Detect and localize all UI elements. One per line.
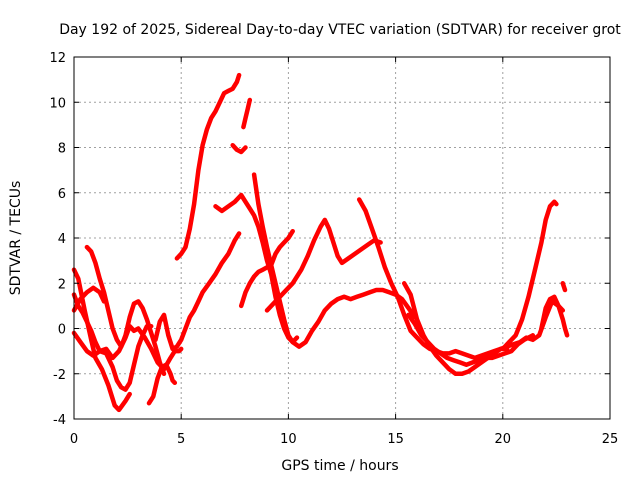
y-tick-label: 4 [58, 232, 66, 247]
y-tick-label: -4 [53, 413, 66, 428]
series-arc-12 [238, 228, 295, 309]
series-arc-6 [146, 362, 178, 406]
y-tick-label: 8 [58, 142, 66, 157]
series-arc-19 [539, 294, 570, 338]
x-tick-label: 10 [280, 432, 297, 447]
x-tick-label: 20 [495, 432, 512, 447]
series-arc-3 [71, 292, 154, 392]
y-tick-label: -2 [53, 368, 66, 383]
series-arc-2 [71, 323, 184, 372]
series-arc-5 [71, 285, 107, 313]
chart-title: Day 192 of 2025, Sidereal Day-to-day VTE… [59, 22, 621, 38]
x-axis-ticks: 0 5 10 15 20 25 [70, 57, 618, 447]
y-axis-ticks: -4 -2 0 2 4 6 8 10 12 [49, 51, 610, 428]
y-tick-label: 2 [58, 277, 66, 292]
x-tick-label: 25 [602, 432, 619, 447]
series-arc-10 [241, 97, 253, 130]
series-arc-7 [153, 231, 242, 352]
series-arc-13 [251, 172, 418, 349]
y-tick-label: 6 [58, 187, 66, 202]
grid-lines [74, 57, 610, 419]
x-tick-label: 0 [70, 432, 78, 447]
y-tick-label: 10 [49, 96, 66, 111]
series-arc-9 [230, 142, 248, 155]
x-axis-label: GPS time / hours [281, 458, 398, 474]
series-arc-15 [356, 197, 510, 361]
data-series [71, 72, 570, 413]
series-arc-17 [406, 312, 536, 367]
x-tick-label: 15 [387, 432, 404, 447]
x-tick-label: 5 [177, 432, 185, 447]
y-axis-label: SDTVAR / TECUs [8, 181, 24, 296]
series-arc-18 [500, 199, 559, 352]
series-arc-20 [560, 281, 568, 293]
y-tick-label: 0 [58, 323, 66, 338]
series-arc-14 [264, 217, 383, 313]
series-arc-8 [174, 72, 242, 261]
y-tick-label: 12 [49, 51, 66, 66]
series-arc-4 [84, 244, 167, 377]
